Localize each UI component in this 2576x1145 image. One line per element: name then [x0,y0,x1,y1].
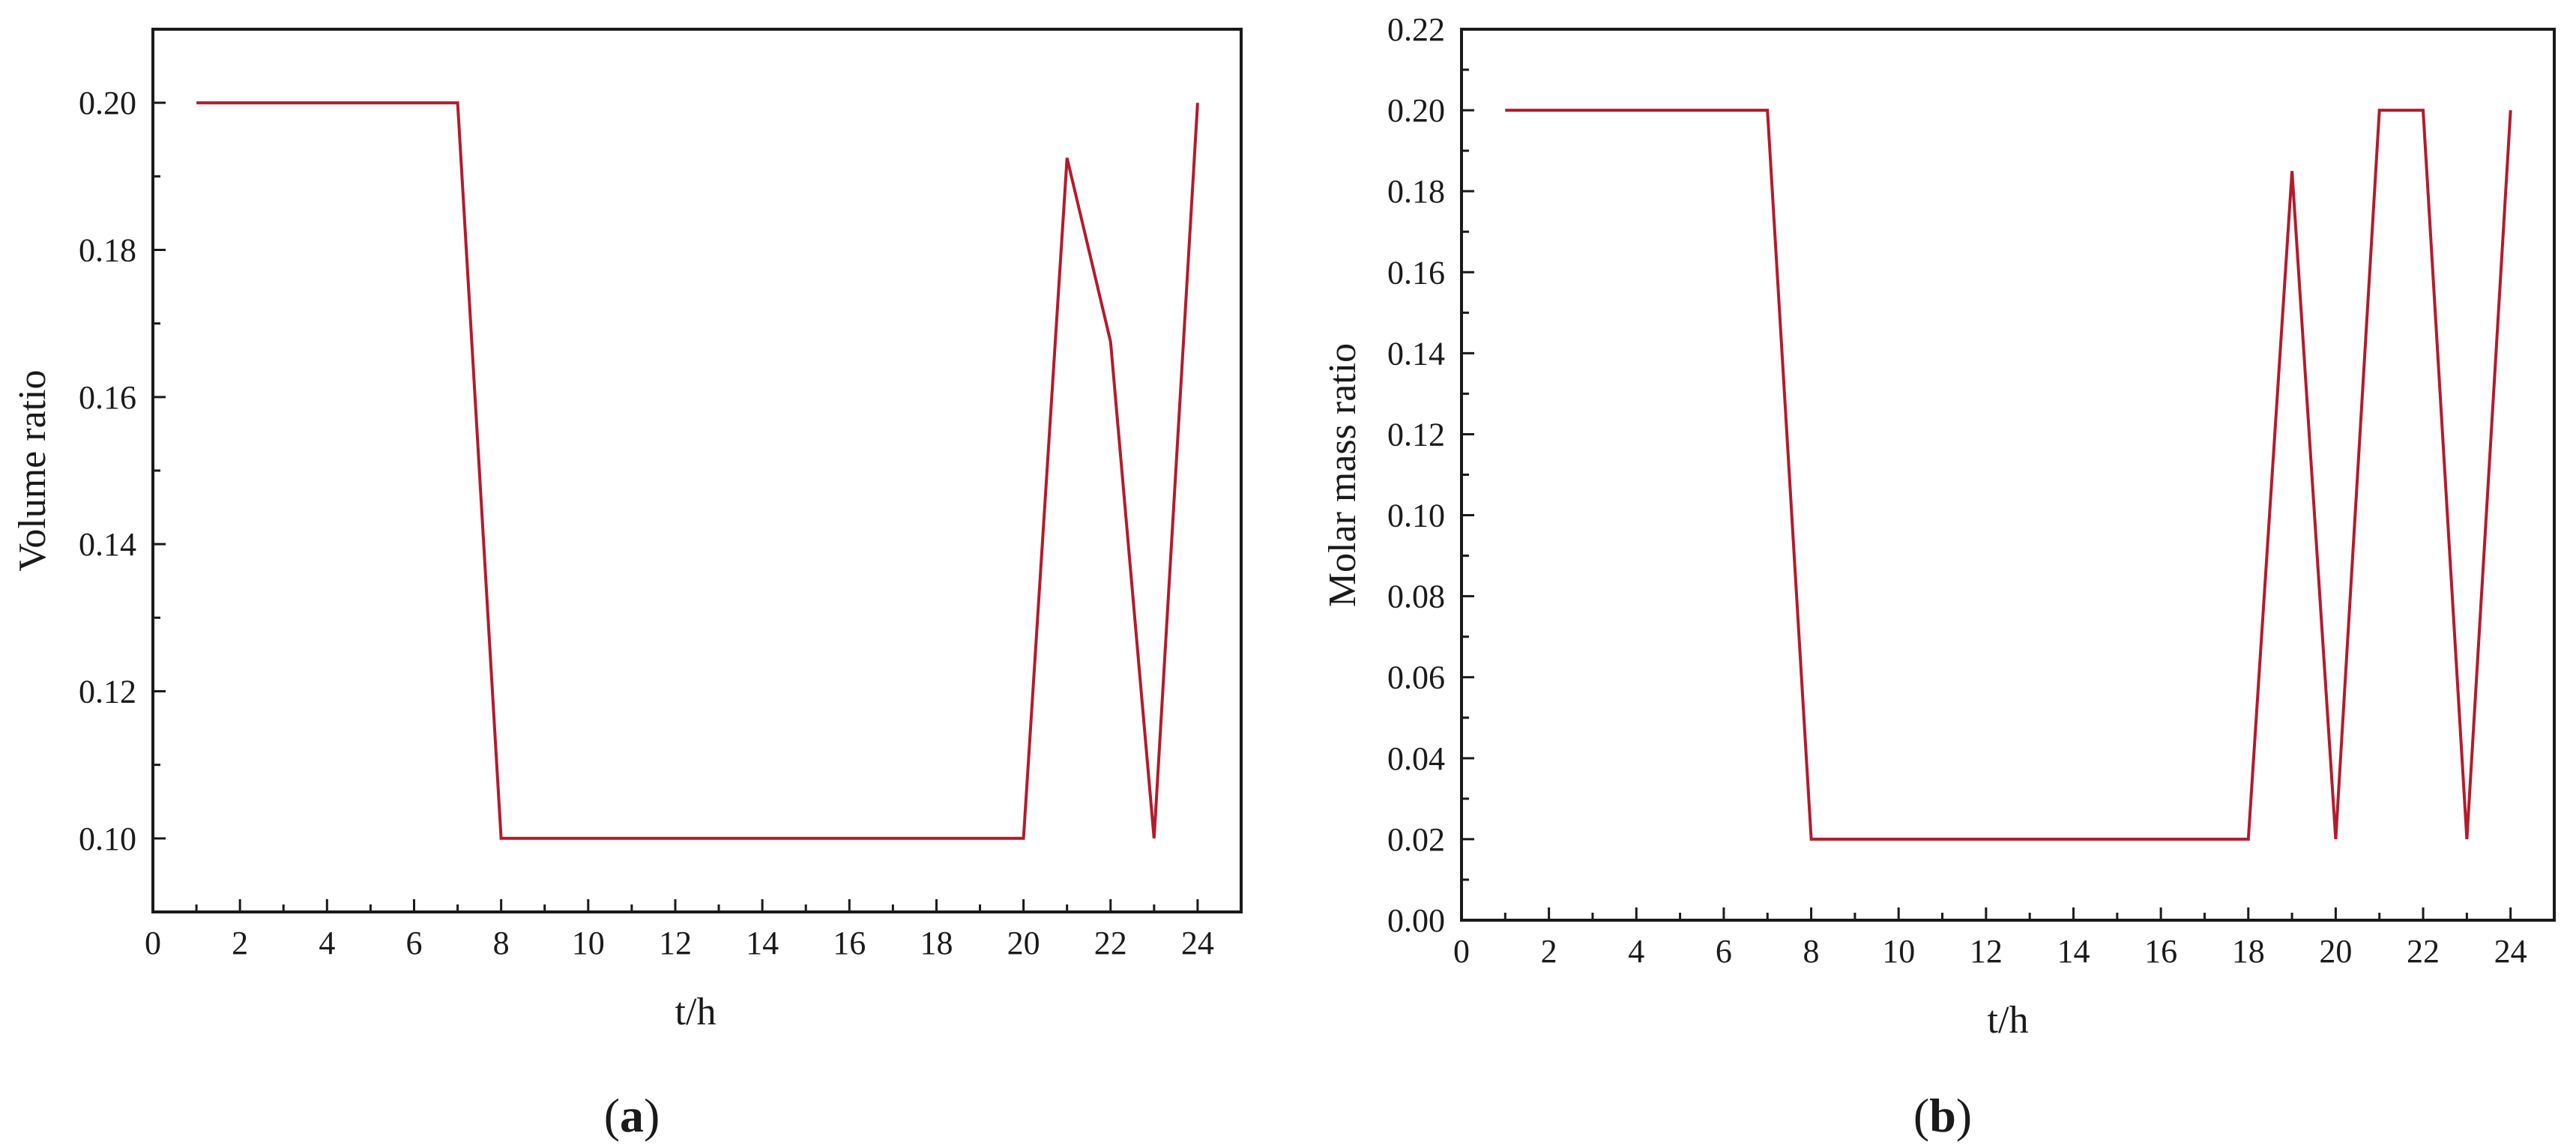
y-tick-label-b: 0.10 [1387,498,1445,534]
x-tick-label-a: 20 [1007,925,1040,961]
x-tick-label-a: 2 [232,925,248,961]
x-tick-label-b: 12 [1970,933,2003,970]
panel-label-a-letter: a [620,1089,644,1142]
plot-frame-b [1460,28,2556,922]
x-axis-title-b: t/h [1988,999,2029,1042]
x-tick-label-b: 20 [2319,933,2352,970]
y-tick-label-b: 0.00 [1387,902,1445,939]
series-line-b [1505,109,2512,841]
y-tick-label-b: 0.06 [1387,659,1445,696]
y-tick-label-b: 0.02 [1387,821,1445,858]
x-axis-title-a: t/h [675,991,717,1033]
plot-frame-a [151,28,1243,913]
y-tick-label-a: 0.14 [79,526,136,563]
y-tick-label-b: 0.08 [1387,578,1445,615]
y-axis-title-a: Volume ratio [11,369,54,571]
panel-label-b: (b) [1913,1089,1972,1142]
x-tick-label-b: 14 [2057,933,2090,970]
x-tick-label-b: 8 [1803,933,1820,970]
x-tick-label-b: 16 [2144,933,2177,970]
panel-label-b-close: ) [1956,1089,1972,1142]
panel-label-a-close: ) [644,1089,660,1142]
series-a [196,101,1199,840]
panel-label-b-letter: b [1929,1089,1956,1142]
x-tick-label-a: 0 [145,925,161,961]
tick-labels-a: 0 2 4 6 8 10 12 14 16 18 20 22 240.100.120.140.160.1… [79,85,1214,961]
x-tick-label-a: 4 [319,925,335,961]
x-tick-label-a: 16 [833,925,866,961]
ticks-a [151,28,1199,913]
y-tick-label-b: 0.20 [1387,92,1445,129]
x-tick-label-b: 6 [1716,933,1732,970]
series-line-a [196,101,1199,840]
chart-a: 0 2 4 6 8 10 12 14 16 18 20 22 240.100.120.140.160.1… [11,28,1243,1142]
panel-label-b-open: ( [1913,1089,1929,1142]
panel-label-a: (a) [604,1089,660,1142]
tick-labels-b: 0 2 4 6 8 10 12 14 16 18 20 22 240.000.020.040.060.0… [1387,11,2527,970]
series-b [1505,109,2512,841]
y-tick-label-b: 0.14 [1387,335,1445,372]
x-tick-label-b: 2 [1541,933,1557,970]
y-tick-label-a: 0.20 [79,85,136,121]
y-tick-label-b: 0.16 [1387,254,1445,291]
y-tick-label-b: 0.12 [1387,416,1445,453]
x-tick-label-b: 22 [2407,933,2440,970]
x-tick-label-b: 0 [1453,933,1470,970]
x-tick-label-a: 8 [493,925,510,961]
y-axis-title-b: Molar mass ratio [1321,343,1364,607]
x-tick-label-a: 24 [1181,925,1214,961]
x-tick-label-b: 24 [2494,933,2527,970]
y-tick-label-b: 0.18 [1387,173,1445,210]
x-tick-label-a: 6 [405,925,422,961]
x-tick-label-a: 14 [746,925,779,961]
y-tick-label-b: 0.22 [1387,11,1445,48]
x-tick-label-a: 22 [1094,925,1127,961]
x-tick-label-b: 10 [1882,933,1915,970]
x-tick-label-b: 4 [1628,933,1644,970]
x-tick-label-a: 10 [572,925,605,961]
x-tick-label-a: 12 [659,925,692,961]
x-tick-label-a: 18 [920,925,953,961]
panel-label-a-open: ( [604,1089,620,1142]
y-tick-label-b: 0.04 [1387,740,1445,777]
y-tick-label-a: 0.16 [79,379,136,416]
x-tick-label-b: 18 [2232,933,2265,970]
chart-b: 0 2 4 6 8 10 12 14 16 18 20 22 240.000.020.040.060.0… [1321,11,2556,1142]
ticks-b [1460,28,2512,922]
y-tick-label-a: 0.18 [79,232,136,269]
y-tick-label-a: 0.10 [79,821,136,857]
y-tick-label-a: 0.12 [79,674,136,710]
